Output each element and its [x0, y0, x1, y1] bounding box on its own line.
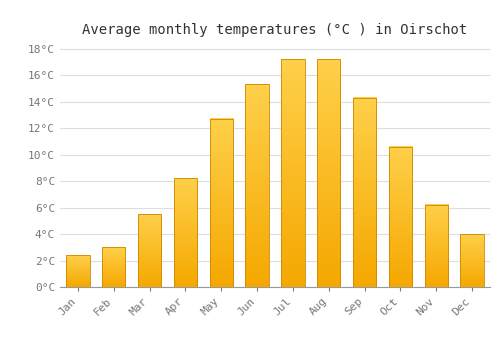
Bar [460, 234, 483, 287]
Bar [282, 59, 304, 287]
Bar [174, 178, 197, 287]
Bar [66, 255, 90, 287]
Bar [138, 214, 161, 287]
Bar [353, 98, 376, 287]
Title: Average monthly temperatures (°C ) in Oirschot: Average monthly temperatures (°C ) in Oi… [82, 23, 468, 37]
Bar [102, 247, 126, 287]
Bar [210, 119, 233, 287]
Bar [246, 84, 268, 287]
Bar [317, 59, 340, 287]
Bar [424, 205, 448, 287]
Bar [389, 147, 412, 287]
